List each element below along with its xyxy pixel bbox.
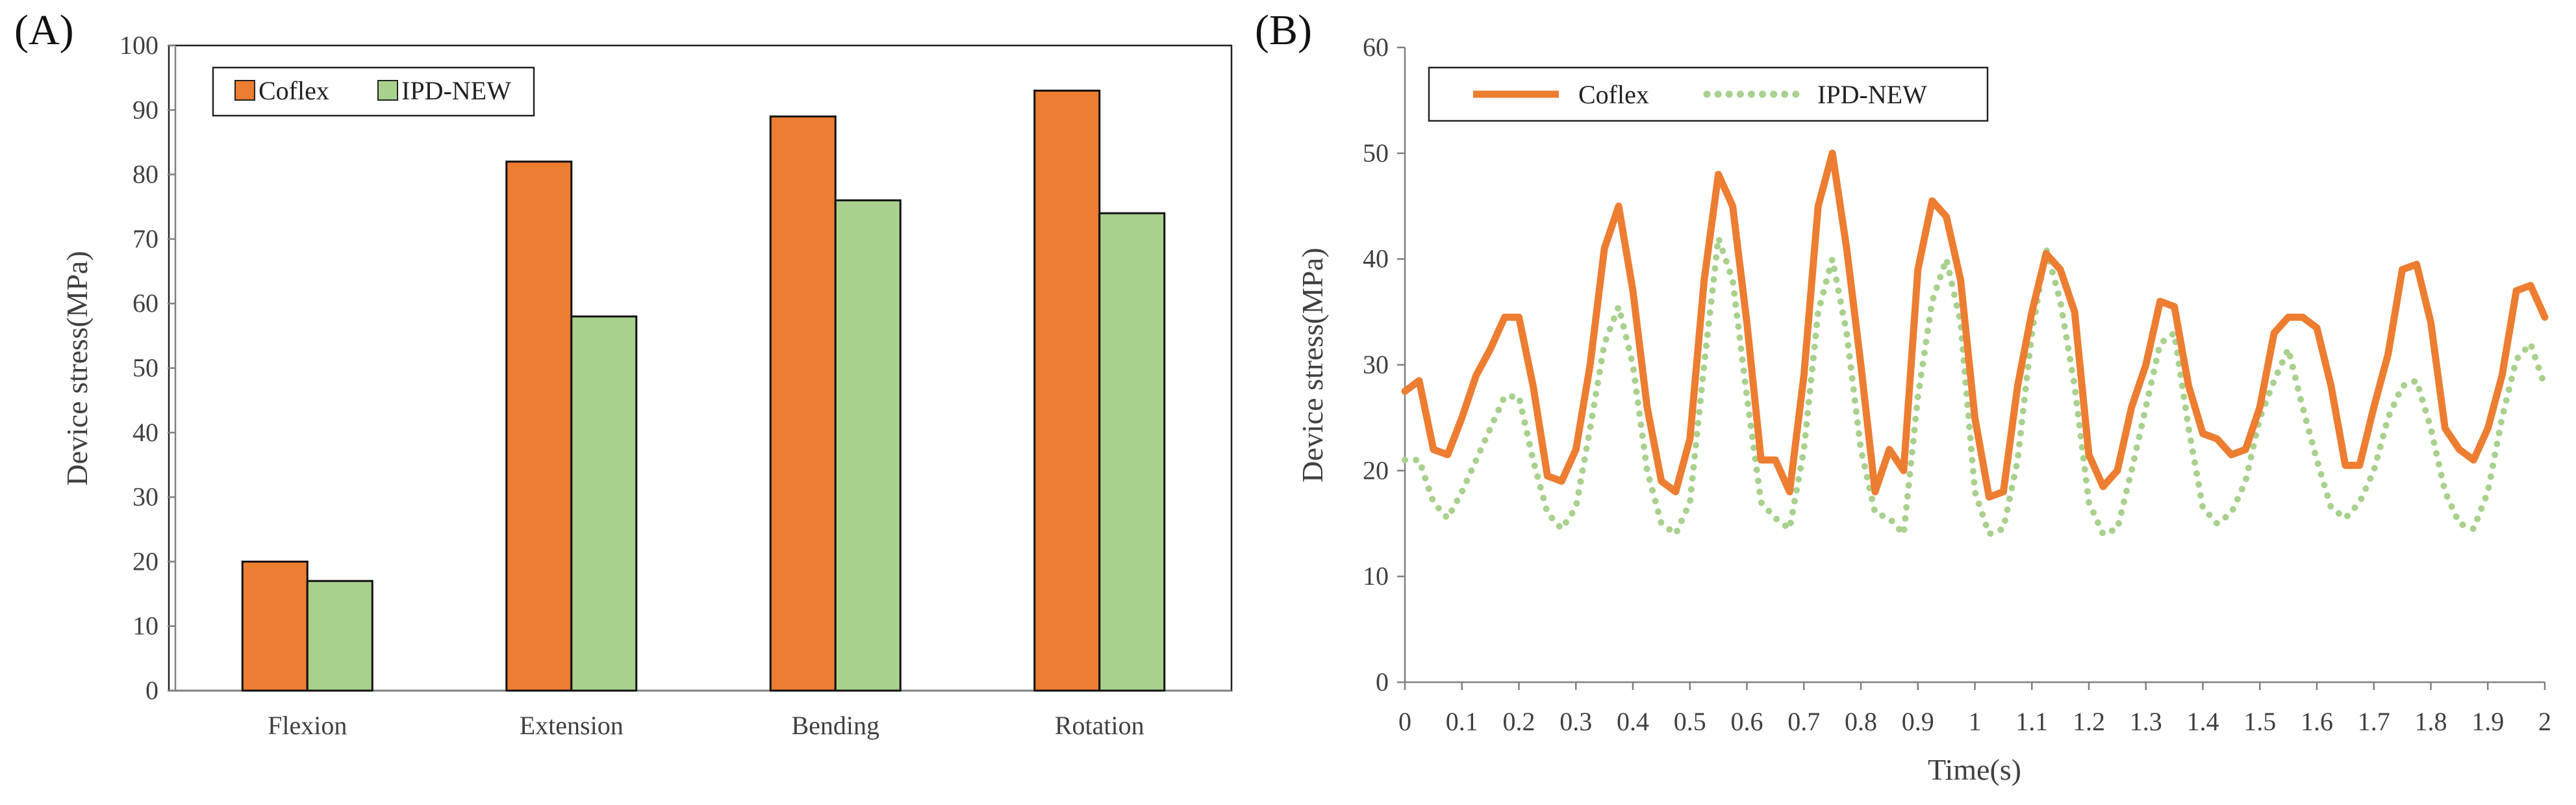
panel-b-y-tick-label: 0 <box>1376 667 1389 696</box>
panel-a-category-label: Extension <box>520 711 624 740</box>
panel-b-legend-label-ipd-new: IPD-NEW <box>1817 80 1927 109</box>
bar-coflex-flexion <box>241 560 309 692</box>
panel-a-legend: Coflex IPD-NEW <box>212 66 535 117</box>
panel-a-y-ticks: 0 10 20 30 40 50 60 70 80 90 100 <box>120 31 175 705</box>
panel-b-label: (B) <box>1255 6 1312 54</box>
panel-b-y-tick-label: 60 <box>1363 32 1389 62</box>
panel-b: (B) 0 10 20 30 40 50 60 0 0.1 0.2 0.3 0.4 0.5 0.6 0.7… <box>1255 6 2551 786</box>
panel-b-x-tick-label: 0.3 <box>1559 707 1592 736</box>
panel-b-x-tick-label: 1.5 <box>2243 707 2276 736</box>
bar-coflex-bending <box>769 115 837 692</box>
panel-b-x-tick-label: 0.5 <box>1674 707 1706 736</box>
panel-b-x-tick-label: 0.2 <box>1503 707 1535 736</box>
panel-b-y-tick-label: 20 <box>1363 455 1389 485</box>
panel-b-x-tick-label: 1.2 <box>2073 707 2105 736</box>
panel-a-y-tick-label: 40 <box>133 418 158 447</box>
panel-a-legend-label-ipd-new: IPD-NEW <box>401 76 511 105</box>
panel-b-x-tick-label: 1 <box>1969 707 1982 736</box>
panel-b-y-axis-title: Device stress(MPa) <box>1296 248 1329 483</box>
panel-a-y-tick-label: 50 <box>133 353 158 383</box>
panel-b-x-tick-label: 0.1 <box>1446 707 1478 736</box>
panel-b-x-tick-label: 1.4 <box>2187 707 2219 736</box>
panel-a-x-tick-labels: Flexion Extension Bending Rotation <box>268 711 1144 740</box>
panel-b-x-tick-label: 1.6 <box>2301 707 2333 736</box>
panel-b-x-tick-label: 0 <box>1398 707 1411 736</box>
series-line-coflex <box>1401 149 2549 501</box>
panel-a-y-tick-label: 80 <box>133 160 158 189</box>
bar-coflex-rotation <box>1033 90 1101 692</box>
panel-a-category-label: Bending <box>791 711 879 740</box>
panel-a-y-tick-label: 90 <box>133 95 158 124</box>
bar-ipd-new-bending <box>834 199 902 692</box>
panel-b-x-ticks: 0 0.1 0.2 0.3 0.4 0.5 0.6 0.7 0.8 0.9 1 1.1 1.2 1.3 1.… <box>1398 682 2551 736</box>
panel-a-legend-swatch-ipd-new <box>377 80 398 101</box>
series-line-ipd-new <box>1402 235 2548 537</box>
panel-b-y-ticks: 0 10 20 30 40 50 60 <box>1363 32 1405 696</box>
panel-b-x-tick-label: 0.7 <box>1787 707 1820 736</box>
panel-b-legend: Coflex IPD-NEW <box>1428 66 1989 122</box>
panel-a-y-tick-label: 30 <box>133 482 158 511</box>
panel-b-x-tick-label: 1.8 <box>2415 707 2447 736</box>
panel-a-y-tick-label: 70 <box>133 224 158 253</box>
bar-ipd-new-flexion <box>306 580 373 692</box>
panel-b-y-tick-label: 40 <box>1363 244 1389 274</box>
panel-a-y-axis-title: Device stress(MPa) <box>60 251 94 486</box>
panel-b-lines <box>1401 149 2549 537</box>
panel-b-x-tick-label: 0.8 <box>1845 707 1877 736</box>
panel-a-category-label: Rotation <box>1055 711 1144 740</box>
bar-ipd-new-rotation <box>1098 212 1166 692</box>
panel-b-x-tick-label: 1.9 <box>2471 707 2504 736</box>
panel-a-bars <box>241 90 1166 692</box>
panel-a-y-tick-label: 20 <box>133 546 158 576</box>
panel-b-x-tick-label: 1.3 <box>2130 707 2162 736</box>
panel-b-x-axis-title: Time(s) <box>1928 753 2021 786</box>
panel-b-x-tick-label: 0.4 <box>1617 707 1649 736</box>
panel-a-y-tick-label: 0 <box>145 676 158 705</box>
panel-b-legend-label-coflex: Coflex <box>1578 80 1649 109</box>
panel-a-legend-swatch-coflex <box>234 80 255 101</box>
panel-b-x-tick-label: 2 <box>2538 707 2551 736</box>
panel-b-y-tick-label: 10 <box>1363 561 1389 591</box>
panel-a-y-tick-label: 60 <box>133 288 158 318</box>
panel-b-x-tick-label: 1.1 <box>2015 707 2048 736</box>
bar-ipd-new-extension <box>570 315 638 692</box>
panel-b-y-tick-label: 50 <box>1363 138 1389 168</box>
panel-a: (A) 0 10 20 30 40 50 60 70 80 90 100 Flexion Extens… <box>14 6 1233 740</box>
panel-b-x-tick-label: 1.7 <box>2358 707 2390 736</box>
bar-coflex-extension <box>505 160 573 692</box>
panel-a-legend-box <box>212 66 535 117</box>
panel-b-y-tick-label: 30 <box>1363 350 1389 379</box>
panel-a-y-tick-label: 100 <box>120 31 158 60</box>
panel-b-x-tick-label: 0.9 <box>1902 707 1934 736</box>
panel-a-y-tick-label: 10 <box>133 611 158 641</box>
panel-a-label: (A) <box>14 6 74 54</box>
panel-a-category-label: Flexion <box>268 711 347 740</box>
panel-b-x-tick-label: 0.6 <box>1731 707 1763 736</box>
panel-a-legend-label-coflex: Coflex <box>259 76 329 105</box>
